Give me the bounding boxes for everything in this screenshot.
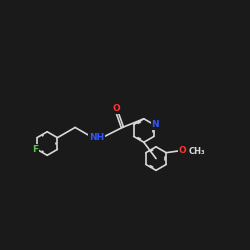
Text: CH₃: CH₃ (189, 146, 205, 156)
Text: O: O (179, 146, 186, 155)
Text: NH: NH (89, 133, 104, 142)
Text: O: O (112, 104, 120, 113)
Text: F: F (32, 145, 38, 154)
Text: N: N (151, 120, 159, 129)
